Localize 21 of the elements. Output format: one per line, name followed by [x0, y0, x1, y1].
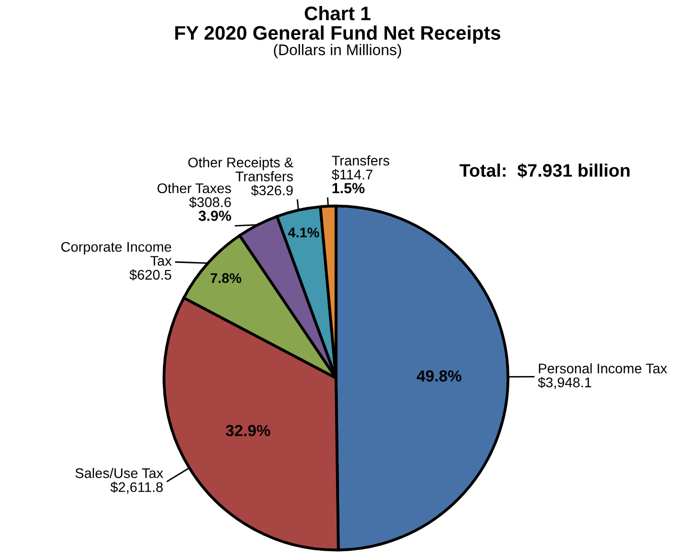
chart-subtitle: (Dollars in Millions)	[274, 44, 402, 58]
slice-label: Other Receipts & Transfers	[188, 157, 294, 182]
text: 1.5%	[332, 183, 364, 194]
text: 4.1%	[288, 228, 320, 238]
chart-title: Chart 1 FY 2020 General Fund Net Receipts	[175, 6, 500, 44]
data-label: $620.5	[129, 269, 172, 281]
slice-label: Corporate Income Tax	[61, 242, 172, 266]
text: 7.8%	[210, 273, 242, 284]
data-label: $326.9	[251, 184, 293, 196]
data-label: $3,948.1	[538, 376, 592, 389]
text: 49.8%	[416, 370, 462, 382]
text: 3.9%	[198, 210, 232, 221]
data-label: $114.7	[332, 169, 372, 180]
text: Total: $7.931 billion	[460, 163, 630, 178]
data-label: $2,611.8	[110, 482, 163, 494]
slice-label: Personal Income Tax	[538, 363, 668, 374]
text: 32.9%	[226, 424, 270, 436]
slice-label: Sales/Use Tax	[75, 468, 164, 478]
slice-label: Transfers	[332, 155, 390, 166]
data-label: $308.6	[189, 196, 231, 208]
slice-label: Other Taxes	[158, 182, 231, 194]
